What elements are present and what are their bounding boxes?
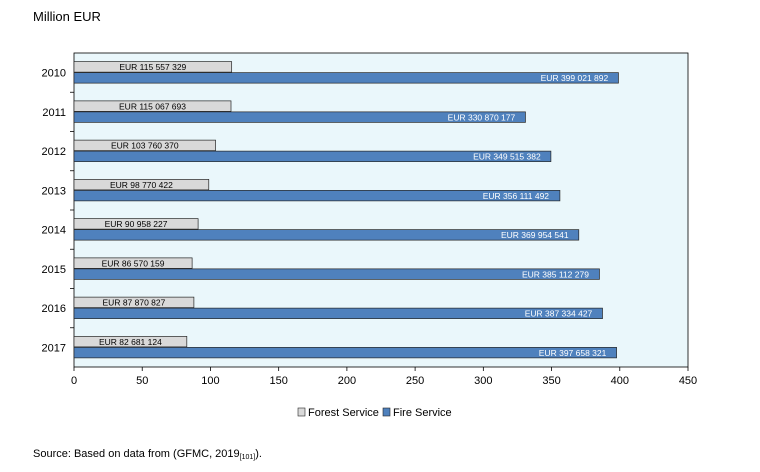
category-label-2014: 2014: [42, 225, 66, 237]
bar-label-forest-service-2014: EUR 90 958 227: [105, 219, 168, 229]
x-tick-label-400: 400: [611, 375, 629, 387]
category-label-2011: 2011: [42, 107, 66, 119]
source-suffix: ).: [255, 448, 262, 460]
source-note: Source: Based on data from (GFMC, 2019[1…: [33, 448, 262, 461]
category-label-2015: 2015: [42, 264, 66, 276]
category-label-2012: 2012: [42, 146, 66, 158]
bar-forest-service-2014: [73, 218, 199, 230]
category-label-2017: 2017: [42, 342, 66, 354]
bar-forest-service-2015: [73, 257, 193, 269]
legend: Forest Service Fire Service: [297, 407, 452, 419]
bar-label-forest-service-2011: EUR 115 067 693: [119, 101, 186, 111]
unit-label: Million EUR: [33, 9, 101, 24]
bar-forest-service-2010: [73, 61, 233, 73]
x-tick-label-150: 150: [269, 375, 287, 387]
bar-label-forest-service-2013: EUR 98 770 422: [110, 180, 173, 190]
bar-forest-service-2016: [73, 296, 195, 308]
bar-label-fire-service-2012: EUR 349 515 382: [473, 152, 541, 162]
legend-swatch-fire-service: [382, 407, 391, 417]
x-tick-label-250: 250: [406, 375, 424, 387]
bar-fire-service-2017: [73, 347, 617, 359]
bar-label-fire-service-2017: EUR 397 658 321: [539, 348, 607, 358]
x-tick-label-300: 300: [474, 375, 492, 387]
bar-label-fire-service-2015: EUR 385 112 279: [522, 269, 589, 279]
bars-layer: EUR 115 557 329 EUR 399 021 892 EUR 115 06…: [73, 61, 619, 359]
bar-fire-service-2016: [73, 307, 603, 319]
bar-label-forest-service-2012: EUR 103 760 370: [111, 141, 179, 151]
source-reference: [101]: [240, 454, 256, 461]
x-tick-label-200: 200: [338, 375, 356, 387]
source-prefix: Source: Based on data from (GFMC, 2019: [33, 448, 240, 460]
axis-layer: 2010 2011 2012 2013 2014 2015 2016 2017 0 50 100 15…: [42, 68, 698, 387]
bar-fire-service-2011: [73, 111, 526, 123]
bar-label-fire-service-2014: EUR 369 954 541: [501, 230, 569, 240]
bar-label-fire-service-2010: EUR 399 021 892: [541, 73, 609, 83]
plot-area: [73, 52, 689, 368]
bar-label-forest-service-2015: EUR 86 570 159: [102, 258, 165, 268]
bar-forest-service-2012: [73, 139, 216, 151]
bar-label-fire-service-2011: EUR 330 870 177: [448, 112, 516, 122]
x-tick-label-450: 450: [679, 375, 697, 387]
legend-label-fire-service: Fire Service: [393, 407, 452, 419]
category-label-2010: 2010: [42, 68, 66, 80]
bar-fire-service-2015: [73, 268, 600, 280]
bar-fire-service-2014: [73, 229, 580, 241]
bar-fire-service-2010: [73, 72, 619, 84]
x-tick-label-350: 350: [542, 375, 560, 387]
bar-label-fire-service-2013: EUR 356 111 492: [483, 191, 550, 201]
bar-label-fire-service-2016: EUR 387 334 427: [525, 309, 593, 319]
bar-label-forest-service-2017: EUR 82 681 124: [99, 337, 162, 347]
category-label-2016: 2016: [42, 303, 66, 315]
category-label-2013: 2013: [42, 185, 66, 197]
legend-label-forest-service: Forest Service: [308, 407, 379, 419]
bar-label-forest-service-2016: EUR 87 870 827: [103, 298, 166, 308]
bar-forest-service-2017: [73, 336, 188, 348]
bar-forest-service-2013: [73, 179, 210, 191]
x-tick-label-50: 50: [136, 375, 148, 387]
bar-fire-service-2012: [73, 150, 552, 162]
x-tick-label-0: 0: [71, 375, 77, 387]
bar-forest-service-2011: [73, 100, 232, 112]
bar-fire-service-2013: [73, 190, 561, 202]
legend-swatch-forest-service: [297, 407, 306, 417]
bar-label-forest-service-2010: EUR 115 557 329: [119, 62, 186, 72]
x-tick-label-100: 100: [201, 375, 219, 387]
